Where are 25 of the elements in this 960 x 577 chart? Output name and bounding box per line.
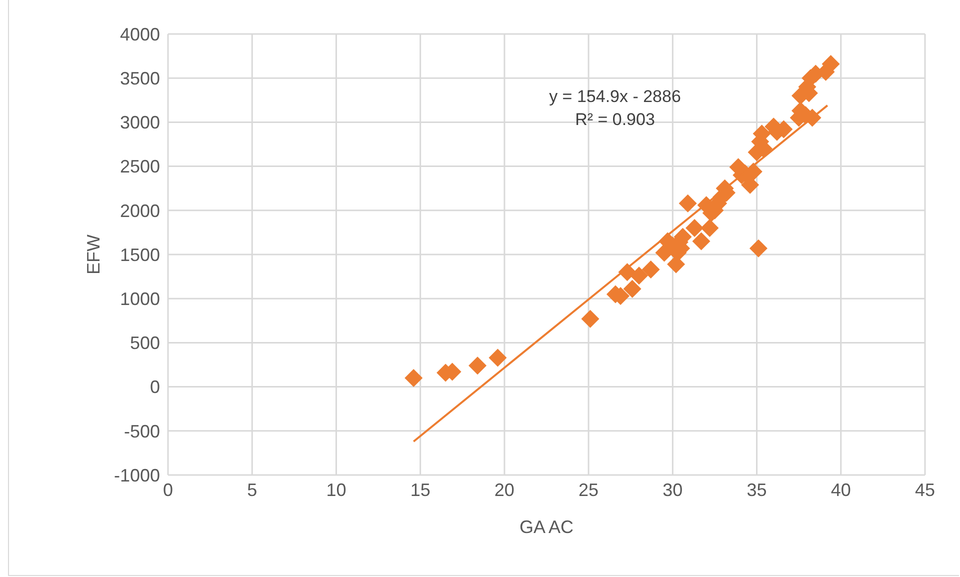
- y-tick-label: 1000: [120, 288, 160, 309]
- x-tick-label: 25: [578, 480, 599, 500]
- y-tick-label: 0: [150, 377, 160, 398]
- x-tick-label: 20: [494, 480, 514, 500]
- y-axis-title: EFW: [83, 234, 104, 274]
- x-tick-label: 15: [410, 480, 430, 500]
- y-tick-label: 500: [130, 333, 160, 354]
- x-tick-label: 35: [746, 480, 767, 500]
- y-tick-label: -1000: [114, 465, 160, 486]
- x-tick-label: 30: [662, 480, 683, 500]
- y-tick-label: 2000: [120, 200, 160, 221]
- x-tick-label: 40: [830, 480, 851, 500]
- annotation: R² = 0.903: [574, 110, 656, 130]
- x-tick-label: 0: [162, 480, 174, 500]
- y-tick-label: 4000: [120, 24, 160, 44]
- y-tick-label: 2500: [120, 156, 160, 177]
- x-tick-label: 5: [247, 480, 258, 500]
- y-tick-label: 3000: [120, 112, 160, 133]
- x-axis-title: GA AC: [519, 517, 574, 537]
- x-tick-label: 10: [326, 480, 346, 500]
- y-tick-label: 1500: [120, 244, 160, 265]
- y-tick-label: -500: [124, 421, 160, 442]
- y-tick-label: 3500: [120, 68, 160, 88]
- annotation: y = 154.9x - 2886: [548, 87, 682, 107]
- x-tick-label: 45: [914, 480, 936, 500]
